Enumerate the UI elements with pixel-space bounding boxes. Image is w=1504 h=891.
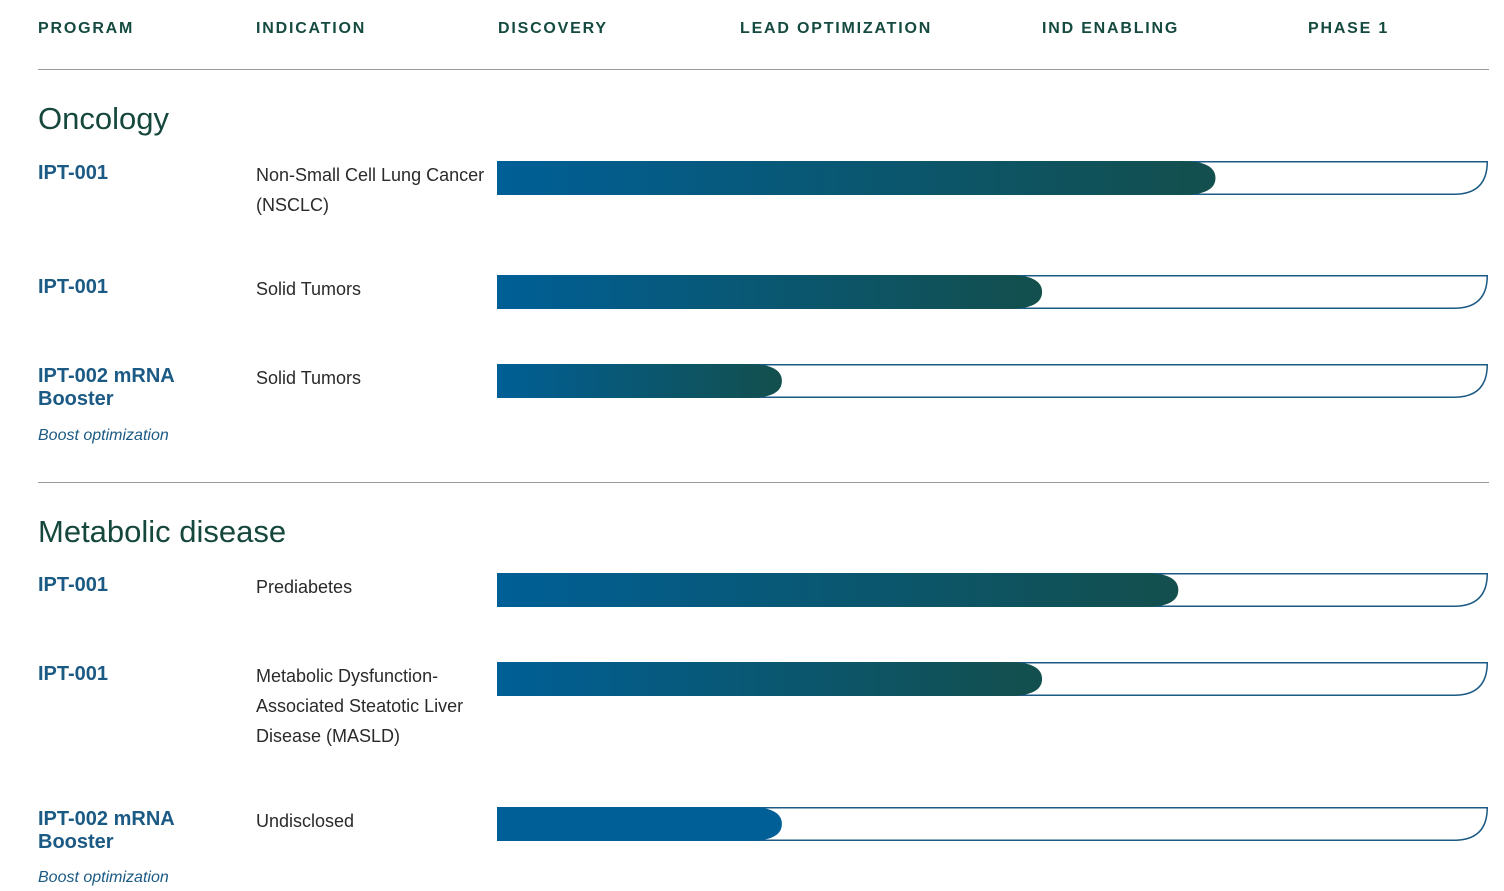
indication-text: Solid Tumors: [256, 368, 362, 388]
indication-text: Undisclosed: [256, 811, 355, 831]
indication-text: Prediabetes: [256, 577, 353, 597]
column-header-lead-optimization: LEAD OPTIMIZATION: [740, 20, 933, 37]
column-header-indication: INDICATION: [256, 20, 367, 37]
indication-text: Solid Tumors: [256, 279, 362, 299]
progress-bar: [497, 161, 1216, 195]
program-name: IPT-001: [38, 162, 109, 184]
program-name: IPT-001: [38, 276, 109, 298]
progress-bar: [497, 275, 1043, 309]
indication-text: Metabolic Dysfunction-Associated Steatot…: [256, 666, 464, 746]
section-title-metabolic-disease: Metabolic disease: [38, 514, 287, 549]
progress-bar: [497, 364, 782, 398]
pipeline-header: PROGRAM INDICATION DISCOVERY LEAD OPTIMI…: [0, 0, 1504, 70]
progress-bar: [497, 573, 1179, 607]
progress-bar: [497, 807, 782, 841]
program-note: Boost optimization: [38, 427, 169, 444]
progress-bar: [497, 662, 1043, 696]
indication-text: Non-Small Cell Lung Cancer (NSCLC): [256, 165, 485, 215]
column-header-phase-1: PHASE 1: [1308, 20, 1390, 37]
section-divider: [38, 482, 1489, 483]
program-name: IPT-002 mRNA Booster: [38, 365, 174, 410]
bar-track: [497, 364, 1489, 398]
column-header-ind-enabling: IND ENABLING: [1042, 20, 1180, 37]
bar-track: [497, 573, 1489, 607]
bar-track: [497, 807, 1489, 841]
program-name: IPT-001: [38, 574, 109, 596]
bar-track: [497, 161, 1489, 195]
section-title-oncology: Oncology: [38, 101, 169, 136]
program-note: Boost optimization: [38, 869, 169, 886]
header-divider: [38, 69, 1489, 70]
column-header-discovery: DISCOVERY: [498, 20, 608, 37]
bar-track: [497, 662, 1489, 696]
program-name: IPT-001: [38, 663, 109, 685]
program-name: IPT-002 mRNA Booster: [38, 808, 174, 853]
column-header-program: PROGRAM: [38, 20, 135, 37]
bar-track: [497, 275, 1489, 309]
